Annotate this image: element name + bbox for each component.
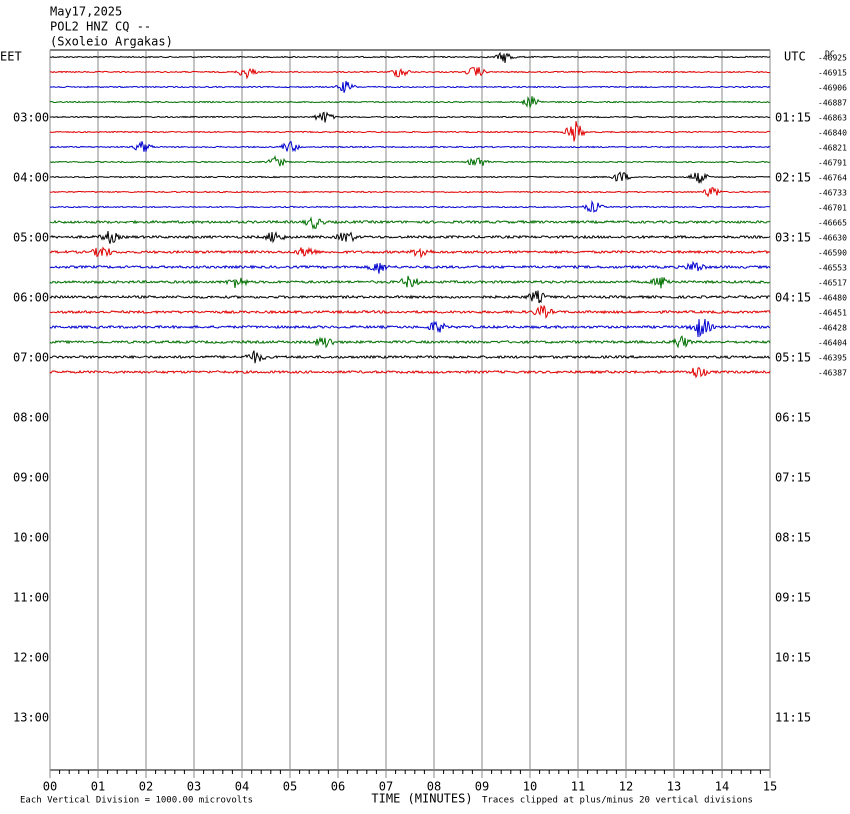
x-tick-label: 07 xyxy=(379,780,393,794)
eet-label: 05:00 xyxy=(13,231,49,245)
footer-right: Traces clipped at plus/minus 20 vertical… xyxy=(482,796,753,806)
offset-value: -46590 xyxy=(818,249,847,258)
utc-label: 10:15 xyxy=(775,651,811,665)
offset-value: -46480 xyxy=(818,294,847,303)
trace xyxy=(49,367,771,379)
utc-label: 05:15 xyxy=(775,351,811,365)
footer-left: Each Vertical Division = 1000.00 microvo… xyxy=(20,796,253,806)
eet-label: 04:00 xyxy=(13,171,49,185)
trace xyxy=(49,121,771,142)
trace xyxy=(49,231,771,244)
utc-label: 06:15 xyxy=(775,411,811,425)
left-axis-label: EET xyxy=(0,50,22,64)
eet-label: 11:00 xyxy=(13,591,49,605)
trace xyxy=(49,350,771,364)
eet-label: 13:00 xyxy=(13,711,49,725)
offset-value: -46701 xyxy=(818,204,847,213)
offset-value: -46553 xyxy=(818,264,847,273)
x-axis-label: TIME (MINUTES) xyxy=(371,792,472,806)
eet-label: 08:00 xyxy=(13,411,49,425)
x-tick-label: 15 xyxy=(763,780,777,794)
offset-value: -46395 xyxy=(818,354,847,363)
title-line: (Sxoleio Argakas) xyxy=(50,35,173,49)
x-tick-label: 11 xyxy=(571,780,585,794)
eet-label: 06:00 xyxy=(13,291,49,305)
offset-value: -46428 xyxy=(818,324,847,333)
x-tick-label: 08 xyxy=(427,780,441,794)
trace xyxy=(49,318,771,338)
trace xyxy=(49,304,771,319)
offset-value: -46821 xyxy=(818,144,847,153)
offset-value: -46517 xyxy=(818,279,847,288)
x-tick-label: 00 xyxy=(43,780,57,794)
title-line: May17,2025 xyxy=(50,5,122,19)
eet-label: 09:00 xyxy=(13,471,49,485)
trace xyxy=(49,199,771,213)
trace xyxy=(50,111,771,123)
offset-value: -46915 xyxy=(818,69,847,78)
offset-value: -46733 xyxy=(818,189,847,198)
offset-label: DC xyxy=(825,50,835,59)
x-tick-label: 12 xyxy=(619,780,633,794)
x-tick-label: 06 xyxy=(331,780,345,794)
x-tick-label: 14 xyxy=(715,780,729,794)
x-tick-label: 04 xyxy=(235,780,249,794)
offset-value: -46764 xyxy=(818,174,847,183)
eet-label: 03:00 xyxy=(13,111,49,125)
eet-label: 10:00 xyxy=(13,531,49,545)
x-tick-label: 05 xyxy=(283,780,297,794)
x-tick-label: 10 xyxy=(523,780,537,794)
offset-value: -46665 xyxy=(818,219,847,228)
utc-label: 03:15 xyxy=(775,231,811,245)
offset-value: -46387 xyxy=(818,369,847,378)
utc-label: 09:15 xyxy=(775,591,811,605)
offset-value: -46791 xyxy=(818,159,847,168)
x-tick-label: 09 xyxy=(475,780,489,794)
eet-label: 12:00 xyxy=(13,651,49,665)
trace xyxy=(49,216,771,230)
trace xyxy=(49,80,771,93)
utc-label: 01:15 xyxy=(775,111,811,125)
x-tick-label: 02 xyxy=(139,780,153,794)
title-line: POL2 HNZ CQ -- xyxy=(50,20,151,34)
trace xyxy=(49,246,771,259)
eet-label: 07:00 xyxy=(13,351,49,365)
offset-value: -46925 xyxy=(818,54,847,63)
x-tick-label: 01 xyxy=(91,780,105,794)
trace xyxy=(49,260,771,274)
trace xyxy=(49,335,771,349)
x-tick-label: 13 xyxy=(667,780,681,794)
utc-label: 04:15 xyxy=(775,291,811,305)
x-tick-label: 03 xyxy=(187,780,201,794)
offset-value: -46630 xyxy=(818,234,847,243)
offset-value: -46863 xyxy=(818,114,847,123)
right-axis-label: UTC xyxy=(784,50,806,64)
trace xyxy=(50,171,771,184)
offset-value: -46404 xyxy=(818,339,847,348)
offset-value: -46451 xyxy=(818,309,847,318)
offset-value: -46887 xyxy=(818,99,847,108)
offset-value: -46840 xyxy=(818,129,847,138)
trace xyxy=(50,155,771,167)
trace xyxy=(49,51,771,63)
utc-label: 02:15 xyxy=(775,171,811,185)
trace xyxy=(49,95,771,110)
utc-label: 07:15 xyxy=(775,471,811,485)
utc-label: 11:15 xyxy=(775,711,811,725)
trace xyxy=(49,140,771,153)
trace xyxy=(49,187,771,198)
trace xyxy=(49,67,771,80)
trace xyxy=(49,275,771,289)
trace xyxy=(49,290,771,304)
offset-value: -46906 xyxy=(818,84,847,93)
utc-label: 08:15 xyxy=(775,531,811,545)
